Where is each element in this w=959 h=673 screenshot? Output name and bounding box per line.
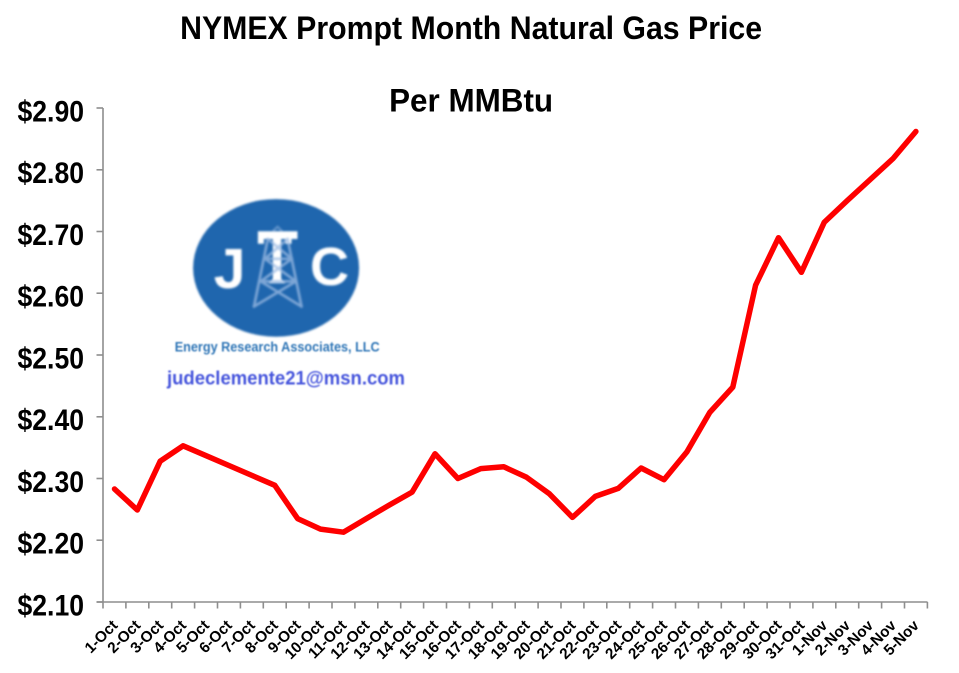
svg-text:$2.80: $2.80 — [18, 157, 85, 190]
svg-text:$2.70: $2.70 — [18, 219, 85, 252]
svg-text:$2.20: $2.20 — [18, 528, 85, 561]
svg-text:J: J — [214, 237, 246, 301]
svg-text:C: C — [310, 237, 349, 297]
svg-text:$2.50: $2.50 — [18, 342, 85, 375]
svg-text:$2.40: $2.40 — [18, 404, 85, 437]
svg-text:Per MMBtu: Per MMBtu — [389, 82, 553, 118]
svg-text:Energy Research Associates, LL: Energy Research Associates, LLC — [175, 340, 380, 355]
svg-text:NYMEX Prompt Month Natural Gas: NYMEX Prompt Month Natural Gas Price — [180, 10, 762, 46]
svg-text:$2.60: $2.60 — [18, 281, 85, 314]
svg-text:$2.10: $2.10 — [18, 589, 85, 622]
svg-text:$2.90: $2.90 — [18, 95, 85, 128]
svg-text:$2.30: $2.30 — [18, 466, 85, 499]
svg-text:judeclemente21@msn.com: judeclemente21@msn.com — [166, 367, 405, 389]
